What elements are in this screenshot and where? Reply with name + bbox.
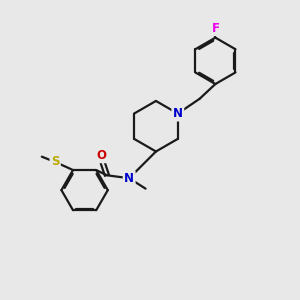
Text: O: O <box>96 149 106 162</box>
Text: N: N <box>124 172 134 185</box>
Text: S: S <box>51 154 59 168</box>
Text: F: F <box>212 22 219 34</box>
Text: N: N <box>173 107 183 120</box>
